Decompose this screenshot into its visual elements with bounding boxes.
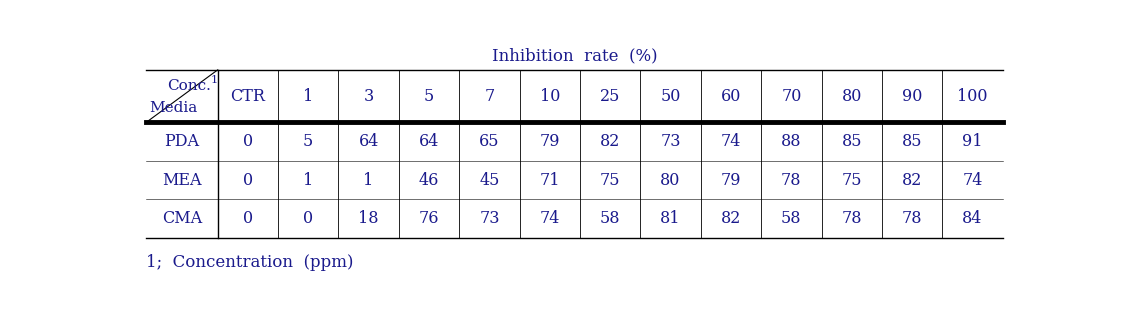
Text: 85: 85: [902, 133, 923, 150]
Text: 78: 78: [842, 210, 862, 227]
Text: 18: 18: [359, 210, 379, 227]
Text: 3: 3: [363, 88, 373, 105]
Text: MEA: MEA: [163, 171, 202, 188]
Text: 7: 7: [484, 88, 494, 105]
Text: 45: 45: [479, 171, 500, 188]
Text: 0: 0: [243, 171, 253, 188]
Text: 1;  Concentration  (ppm): 1; Concentration (ppm): [147, 254, 354, 271]
Text: 76: 76: [419, 210, 439, 227]
Text: 88: 88: [781, 133, 802, 150]
Text: 78: 78: [902, 210, 923, 227]
Text: 60: 60: [721, 88, 741, 105]
Text: 0: 0: [243, 210, 253, 227]
Text: 80: 80: [842, 88, 862, 105]
Text: 0: 0: [243, 133, 253, 150]
Text: 81: 81: [660, 210, 680, 227]
Text: 74: 74: [721, 133, 741, 150]
Text: 58: 58: [781, 210, 802, 227]
Text: 75: 75: [842, 171, 862, 188]
Text: 82: 82: [902, 171, 923, 188]
Text: 58: 58: [600, 210, 620, 227]
Text: Inhibition  rate  (%): Inhibition rate (%): [492, 48, 657, 65]
Text: 70: 70: [781, 88, 802, 105]
Text: Media: Media: [149, 101, 197, 115]
Text: 10: 10: [539, 88, 560, 105]
Text: 5: 5: [424, 88, 434, 105]
Text: 73: 73: [479, 210, 500, 227]
Text: 1: 1: [303, 88, 314, 105]
Text: 90: 90: [902, 88, 923, 105]
Text: 0: 0: [303, 210, 313, 227]
Text: 84: 84: [962, 210, 983, 227]
Text: 75: 75: [600, 171, 620, 188]
Text: 78: 78: [781, 171, 802, 188]
Text: CTR: CTR: [230, 88, 266, 105]
Text: 74: 74: [539, 210, 560, 227]
Text: 79: 79: [721, 171, 741, 188]
Text: 73: 73: [660, 133, 680, 150]
Text: 1: 1: [211, 75, 217, 85]
Text: 1: 1: [363, 171, 373, 188]
Text: 1: 1: [303, 171, 314, 188]
Text: 80: 80: [660, 171, 680, 188]
Text: 65: 65: [479, 133, 500, 150]
Text: CMA: CMA: [161, 210, 202, 227]
Text: 85: 85: [842, 133, 862, 150]
Text: 71: 71: [539, 171, 560, 188]
Text: 82: 82: [600, 133, 620, 150]
Text: 64: 64: [359, 133, 379, 150]
Text: PDA: PDA: [165, 133, 200, 150]
Text: 5: 5: [303, 133, 314, 150]
Text: 91: 91: [962, 133, 983, 150]
Text: Conc.: Conc.: [167, 79, 211, 93]
Text: 100: 100: [957, 88, 988, 105]
Text: 50: 50: [660, 88, 680, 105]
Text: 46: 46: [419, 171, 439, 188]
Text: 74: 74: [962, 171, 983, 188]
Text: 64: 64: [419, 133, 439, 150]
Text: 82: 82: [721, 210, 741, 227]
Text: 79: 79: [539, 133, 560, 150]
Text: 25: 25: [600, 88, 620, 105]
